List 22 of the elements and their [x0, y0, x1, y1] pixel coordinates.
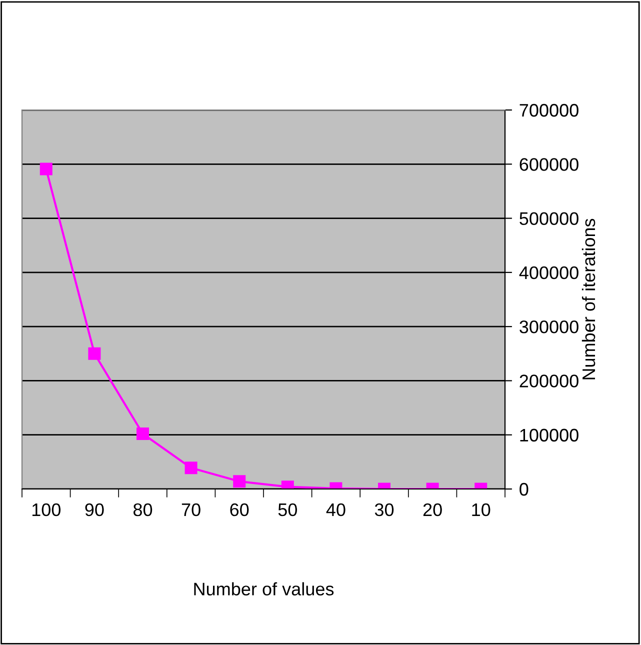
- x-axis-title: Number of values: [194, 582, 334, 596]
- y2-tick-label: 200000: [520, 374, 578, 388]
- point: [88, 347, 101, 360]
- x-tick-label: 10: [472, 503, 490, 516]
- y2-tick-label: 600000: [520, 158, 578, 171]
- y2-tick-label: 500000: [520, 212, 578, 226]
- x-tick-label: 100: [32, 503, 61, 516]
- y2-tick-label: 100000: [520, 428, 578, 442]
- x-tick-label: 70: [182, 503, 200, 516]
- x-tick-label: 50: [278, 503, 297, 516]
- x-tick-label: 90: [85, 503, 104, 516]
- x-tick-label: 80: [133, 503, 152, 516]
- y2-tick-label: 700000: [520, 104, 578, 117]
- x-tick-label: 30: [374, 503, 394, 516]
- y2-tick-label: 0: [520, 482, 528, 496]
- x-tick-label: 40: [326, 503, 346, 516]
- point: [40, 162, 52, 176]
- y2-axis-title: Number of iterations: [582, 218, 596, 380]
- x-tick-label: 20: [423, 503, 442, 516]
- y2-tick-label: 400000: [519, 266, 578, 280]
- y2-tick-label: 300000: [520, 320, 578, 334]
- x-tick-label: 60: [230, 503, 249, 516]
